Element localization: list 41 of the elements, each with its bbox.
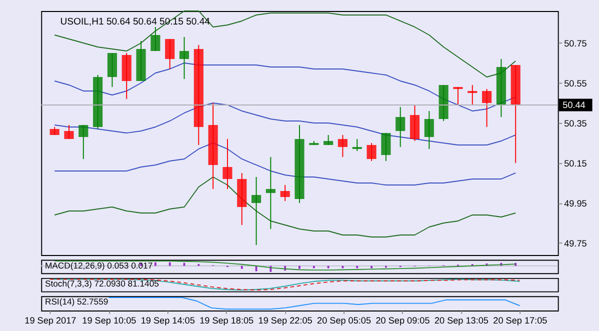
chart-title: RSI(14) 52.7559: [44, 296, 108, 307]
y-tick-label: 50.15: [564, 158, 587, 168]
y-tick-label: 50.55: [564, 78, 587, 88]
candlestick: [150, 26, 160, 52]
x-tick-label: 20 Sep 09:05: [376, 315, 430, 326]
chart-title: Stoch(7,3,3) 72.0930 81.1405: [44, 278, 160, 289]
x-tick-label: 19 Sep 22:05: [258, 315, 312, 326]
candlestick: [352, 138, 362, 152]
line-series: [54, 176, 516, 238]
x-tick-label: 19 Sep 10:05: [82, 315, 136, 326]
y-tick-label: 50.75: [564, 38, 587, 48]
ref-line-label: 50.44: [562, 100, 586, 110]
x-tick-label: 19 Sep 14:05: [140, 315, 195, 326]
chart-title: MACD(12,26,9) 0.053 0.017: [44, 260, 153, 270]
x-tick-label: 19 Sep 18:05: [200, 315, 254, 326]
x-tick-label: 19 Sep 2017: [24, 315, 76, 326]
candlestick: [324, 134, 334, 146]
x-tick-label: 20 Sep 13:05: [434, 315, 488, 326]
candlestick: [482, 88, 492, 128]
line-series: [54, 10, 516, 78]
x-tick-label: 20 Sep 17:05: [493, 315, 548, 326]
candlestick: [338, 134, 348, 158]
y-tick-label: 49.95: [564, 198, 587, 208]
candlestick: [179, 36, 190, 80]
x-tick-label: 20 Sep 05:05: [317, 315, 372, 326]
y-tick-label: 49.75: [564, 238, 587, 248]
y-tick-label: 50.35: [564, 118, 587, 128]
candlestick: [64, 124, 74, 140]
candlestick: [280, 184, 290, 202]
candlestick: [453, 86, 463, 106]
candlestick: [251, 176, 262, 246]
candlestick: [165, 38, 175, 70]
candlestick: [78, 124, 88, 160]
line-series: [54, 142, 516, 186]
candlestick: [381, 132, 391, 162]
candlestick: [266, 156, 276, 230]
candlestick: [468, 84, 478, 106]
candlestick: [222, 138, 232, 190]
candlestick: [366, 142, 376, 162]
candlestick: [396, 106, 406, 148]
candlestick: [424, 110, 434, 150]
